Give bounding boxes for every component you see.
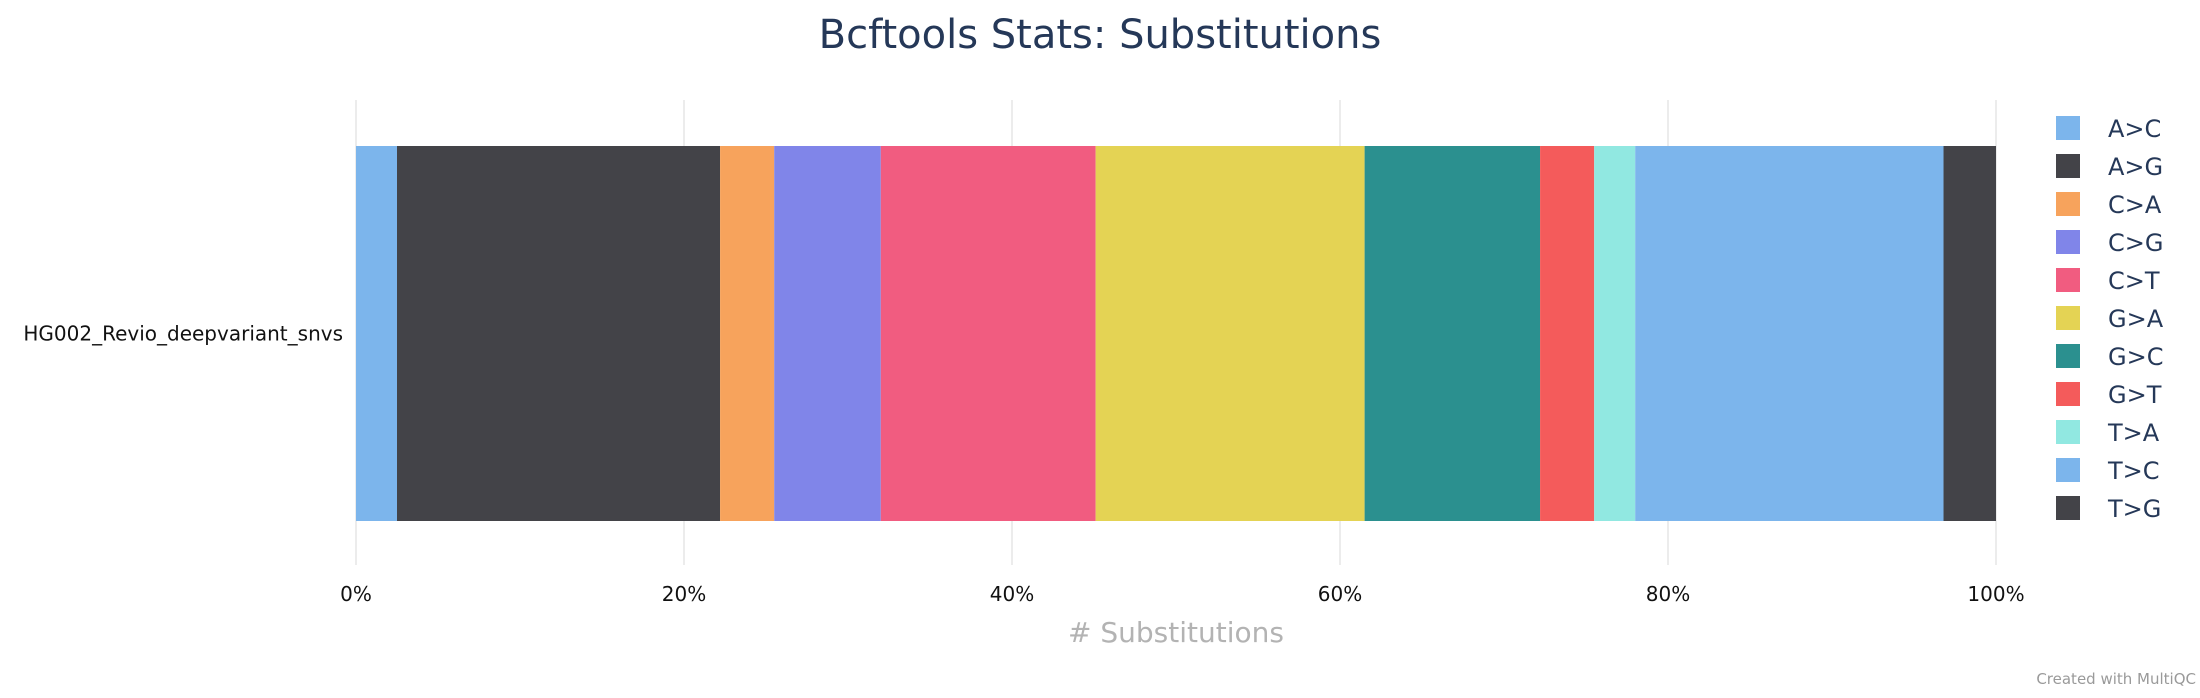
legend-swatch (2056, 496, 2080, 520)
bar-segment-10[interactable] (1943, 146, 1996, 521)
legend-swatch (2056, 458, 2080, 482)
x-tick-label: 80% (1646, 582, 1690, 606)
bar-segments (356, 146, 1996, 521)
y-category-label: HG002_Revio_deepvariant_snvs (23, 322, 343, 346)
x-axis-title: # Substitutions (1068, 616, 1284, 649)
legend: A>C A>G C>A C>G C>T G>A G>C G>T T>A T>C T>G (2056, 115, 2164, 523)
x-tick-label: 100% (1967, 582, 2024, 606)
x-tick-label: 60% (1318, 582, 1362, 606)
bar-segment-0[interactable] (356, 146, 397, 521)
legend-label[interactable]: G>T (2108, 381, 2162, 409)
bar-segment-2[interactable] (720, 146, 775, 521)
x-tick-label: 40% (990, 582, 1034, 606)
x-tick-label: 20% (662, 582, 706, 606)
legend-label[interactable]: C>G (2108, 229, 2163, 257)
legend-swatch (2056, 268, 2080, 292)
x-tick-label: 0% (340, 582, 372, 606)
legend-label[interactable]: G>A (2108, 305, 2164, 333)
legend-label[interactable]: T>A (2107, 419, 2160, 447)
legend-label[interactable]: T>G (2107, 495, 2161, 523)
legend-swatch (2056, 230, 2080, 254)
bar-segment-6[interactable] (1364, 146, 1541, 521)
y-axis-labels: HG002_Revio_deepvariant_snvs (23, 322, 343, 346)
legend-swatch (2056, 344, 2080, 368)
bar-segment-5[interactable] (1095, 146, 1365, 521)
bar-segment-8[interactable] (1594, 146, 1636, 521)
legend-swatch (2056, 420, 2080, 444)
legend-label[interactable]: C>T (2108, 267, 2160, 295)
chart-title: Bcftools Stats: Substitutions (819, 12, 1382, 58)
bar-segment-1[interactable] (397, 146, 721, 521)
legend-label[interactable]: C>A (2108, 191, 2162, 219)
multiqc-credit: Created with MultiQC (2036, 670, 2196, 688)
legend-label[interactable]: G>C (2108, 343, 2163, 371)
legend-swatch (2056, 382, 2080, 406)
legend-swatch (2056, 192, 2080, 216)
bar-segment-9[interactable] (1635, 146, 1944, 521)
legend-swatch (2056, 116, 2080, 140)
legend-label[interactable]: A>C (2108, 115, 2161, 143)
legend-swatch (2056, 154, 2080, 178)
legend-swatch (2056, 306, 2080, 330)
bar-segment-3[interactable] (774, 146, 881, 521)
x-axis-tick-labels: 0% 20% 40% 60% 80% 100% (340, 582, 2024, 606)
bar-segment-7[interactable] (1540, 146, 1595, 521)
bar-segment-4[interactable] (880, 146, 1096, 521)
legend-label[interactable]: A>G (2108, 153, 2163, 181)
legend-label[interactable]: T>C (2107, 457, 2160, 485)
